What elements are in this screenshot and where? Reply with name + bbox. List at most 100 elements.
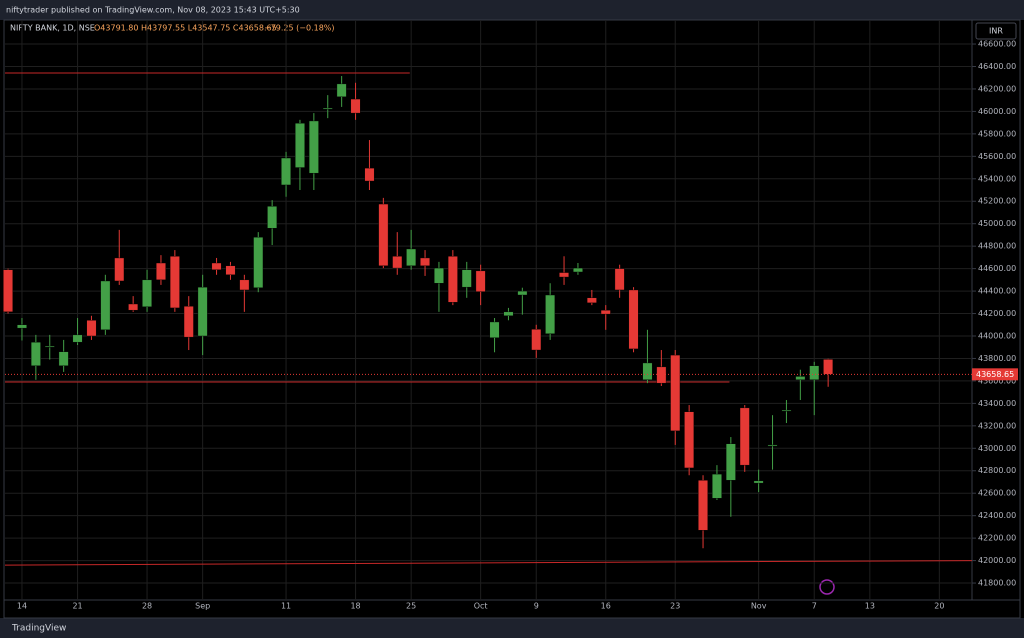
candle-body <box>281 157 291 186</box>
candle-body <box>183 306 194 338</box>
y-tick-label: 43000.00 <box>978 444 1016 453</box>
candle-body <box>58 351 69 366</box>
candle-body <box>656 366 667 384</box>
y-tick-label: 45200.00 <box>978 197 1016 206</box>
candle-body <box>434 267 444 284</box>
candle-body <box>684 411 695 469</box>
candle-body <box>211 262 222 270</box>
candle-body <box>225 265 236 275</box>
candle-body <box>559 272 569 278</box>
candle-body <box>642 362 653 380</box>
candle-body <box>531 329 542 351</box>
candle-body <box>753 480 764 484</box>
candle-body <box>420 257 430 267</box>
y-tick-label: 42200.00 <box>978 534 1016 543</box>
candle-body <box>253 236 264 288</box>
x-tick-label: Sep <box>195 602 210 611</box>
x-tick-label: 14 <box>17 602 27 611</box>
candle-body <box>308 120 319 174</box>
y-tick-label: 45400.00 <box>978 174 1016 183</box>
candle-body <box>573 267 583 273</box>
currency-button[interactable] <box>975 22 1017 40</box>
candle-body <box>156 262 166 281</box>
chart-frame <box>3 19 1021 619</box>
y-tick-label: 43400.00 <box>978 399 1016 408</box>
y-tick-label: 41800.00 <box>978 579 1016 588</box>
candle-body <box>378 203 389 267</box>
top-bar <box>0 0 1024 20</box>
x-tick-label: Oct <box>474 602 488 611</box>
candle-body <box>239 279 250 291</box>
candle-body <box>725 443 736 481</box>
y-tick-label: 45600.00 <box>978 152 1016 161</box>
candle-body <box>17 324 27 329</box>
y-tick-label: 43800.00 <box>978 354 1016 363</box>
candle-body <box>267 206 278 229</box>
candle-body <box>545 294 556 334</box>
y-tick-label: 44400.00 <box>978 287 1016 296</box>
x-tick-label: 25 <box>406 602 416 611</box>
x-tick-label: 18 <box>350 602 360 611</box>
footer-brand: TradingView <box>11 624 66 634</box>
y-tick-label: 44000.00 <box>978 331 1016 340</box>
x-tick-label: Nov <box>751 602 767 611</box>
event-icon[interactable] <box>819 579 835 595</box>
candle-body <box>169 256 180 309</box>
x-tick-label: 21 <box>72 602 82 611</box>
x-tick-label: 9 <box>534 602 539 611</box>
x-tick-label: 20 <box>934 602 944 611</box>
candle-body <box>586 297 597 304</box>
x-tick-label: 28 <box>142 602 152 611</box>
trend-line <box>4 560 973 566</box>
candle-body <box>364 167 375 182</box>
y-tick-label: 44200.00 <box>978 309 1016 318</box>
y-tick-label: 43600.00 <box>978 376 1016 385</box>
candle-body <box>795 376 806 380</box>
legend-ohlc: O43791.80 H43797.55 L43547.75 C43658.65 <box>94 24 277 33</box>
y-tick-label: 44600.00 <box>978 264 1016 273</box>
candle-body <box>517 290 528 296</box>
y-tick-label: 42800.00 <box>978 466 1016 475</box>
candle-body <box>114 257 125 282</box>
candle-body <box>809 365 820 380</box>
bottom-bar <box>0 618 1024 638</box>
y-tick-label: 45000.00 <box>978 219 1016 228</box>
candle-body <box>628 289 639 350</box>
symbol: NIFTY BANK, 1D, NSE <box>10 24 95 33</box>
candle-body <box>322 107 333 110</box>
candle-body <box>670 354 681 432</box>
y-tick-label: 46000.00 <box>978 107 1016 116</box>
candle-body <box>44 345 55 348</box>
y-tick-label: 46200.00 <box>978 84 1016 93</box>
candle-body <box>461 269 472 288</box>
candle-body <box>350 98 361 114</box>
x-tick-label: 16 <box>601 602 611 611</box>
candle-body <box>823 359 834 375</box>
candle-body <box>3 269 13 313</box>
candle-body <box>698 480 708 531</box>
legend-change: −79.25 (−0.18%) <box>264 24 335 33</box>
currency-label[interactable]: INR <box>989 27 1003 36</box>
candle-body <box>712 473 722 499</box>
candle-body <box>197 286 208 337</box>
candle-body <box>86 320 97 337</box>
candle-body <box>614 268 625 291</box>
y-tick-label: 44800.00 <box>978 242 1016 251</box>
publish-header: niftytrader published on TradingView.com… <box>6 6 300 15</box>
candle-body <box>72 334 83 343</box>
y-tick-label: 42000.00 <box>978 556 1016 565</box>
candle-body <box>406 248 417 267</box>
candle-body <box>503 311 514 316</box>
candle-body <box>767 444 778 447</box>
candle-body <box>30 341 41 366</box>
candle-body <box>600 309 611 315</box>
y-tick-label: 43200.00 <box>978 421 1016 430</box>
candle-body <box>447 256 458 303</box>
x-tick-label: 11 <box>281 602 291 611</box>
y-tick-label: 46600.00 <box>978 40 1016 49</box>
last-price-box <box>972 368 1018 381</box>
candle-body <box>475 270 486 292</box>
x-tick-label: 7 <box>812 602 817 611</box>
x-tick-label: 13 <box>865 602 875 611</box>
